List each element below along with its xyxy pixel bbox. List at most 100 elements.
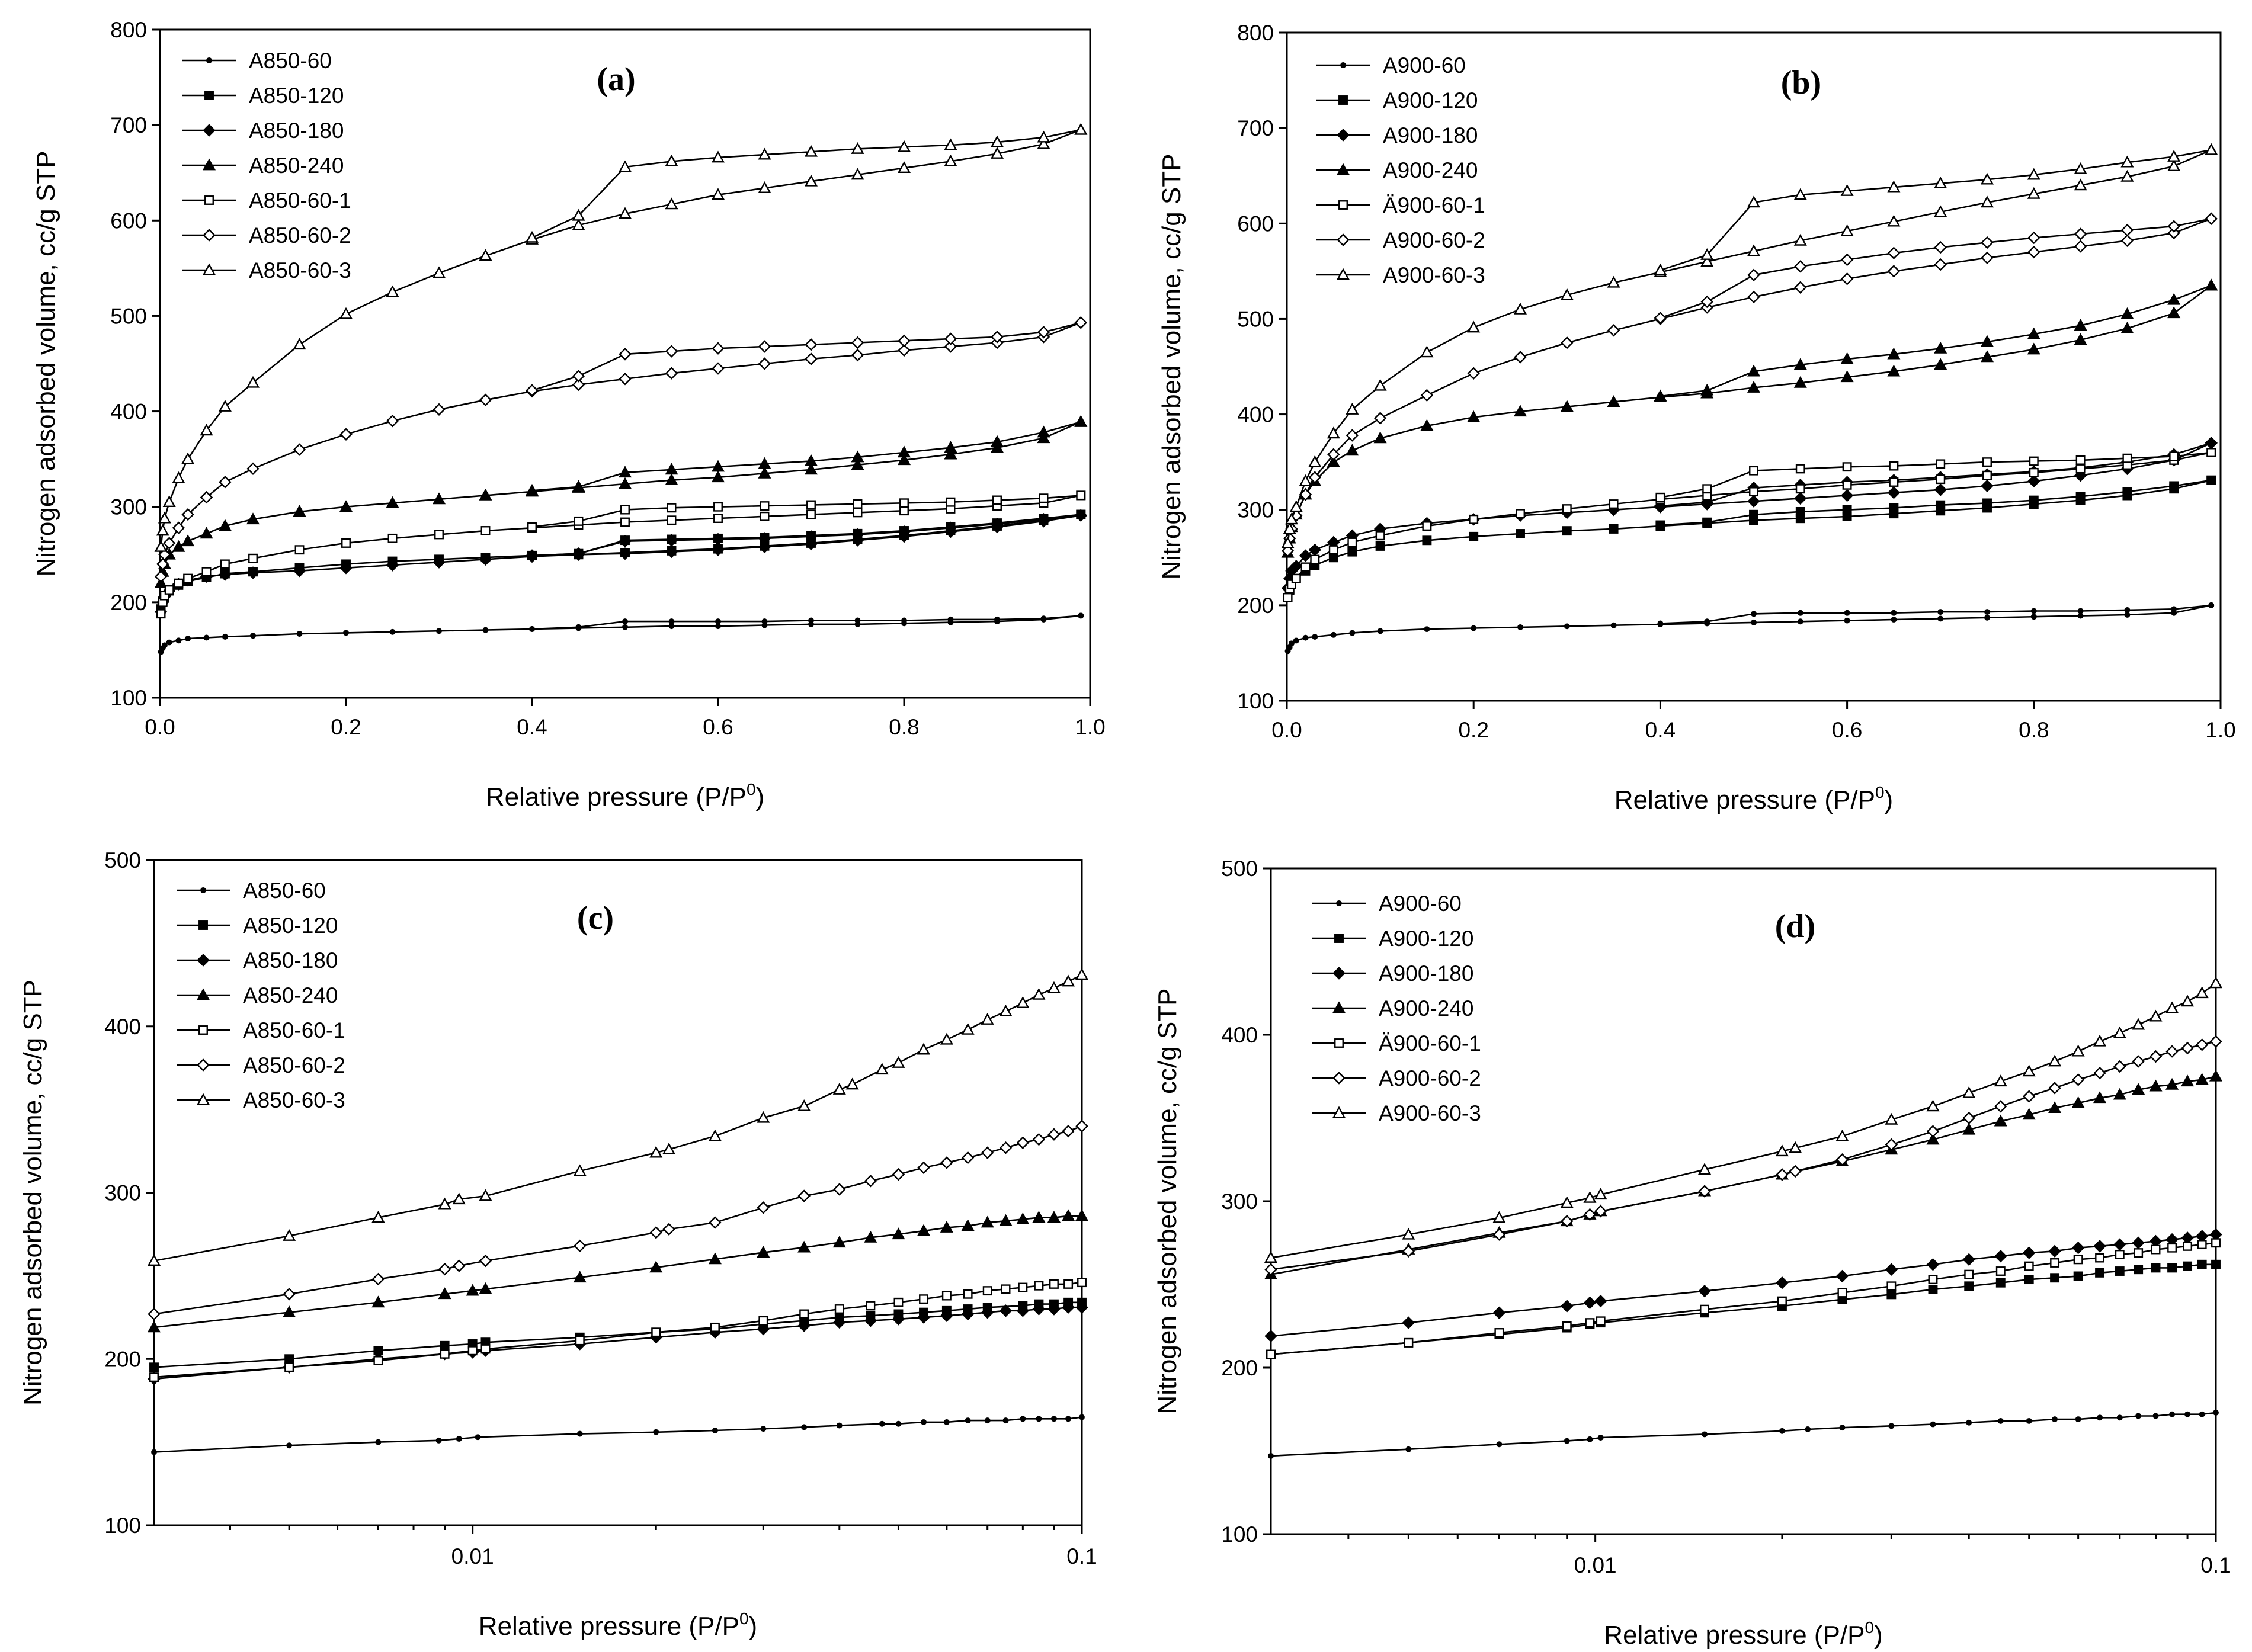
data-point <box>1747 290 1760 304</box>
data-point <box>2073 1255 2083 1265</box>
data-point <box>1079 1414 1085 1420</box>
data-point <box>711 188 725 200</box>
data-point <box>2171 606 2177 612</box>
data-point <box>851 458 864 470</box>
y-tick-label: 200 <box>1221 1356 1258 1380</box>
data-point <box>1934 358 1947 370</box>
x-axis-title: Relative pressure (P/P0) <box>479 1609 757 1641</box>
data-point <box>1840 224 1854 236</box>
data-point <box>2113 1026 2126 1038</box>
data-point <box>1789 1165 1802 1178</box>
data-point <box>479 553 492 566</box>
data-point <box>833 1316 846 1329</box>
data-point <box>283 1229 296 1241</box>
data-point <box>712 533 725 546</box>
data-point <box>2075 455 2086 465</box>
data-point <box>805 338 818 351</box>
data-point <box>2093 1091 2107 1104</box>
data-point <box>2029 495 2039 505</box>
data-point <box>1375 531 1385 541</box>
data-point <box>711 150 725 163</box>
data-point <box>2151 1244 2161 1255</box>
legend-label: Ä900-60-1 <box>1383 193 1485 217</box>
plot-frame <box>159 28 1091 699</box>
data-point <box>917 1224 931 1236</box>
data-point <box>203 634 210 641</box>
data-point <box>2027 474 2040 488</box>
panel-label: (a) <box>597 61 635 98</box>
data-point <box>2184 1411 2191 1417</box>
data-point <box>2122 487 2132 497</box>
data-point <box>2211 1259 2221 1269</box>
data-point <box>2167 226 2180 240</box>
data-point <box>854 617 861 624</box>
data-point <box>851 336 864 349</box>
data-point <box>758 532 771 545</box>
data-point <box>1926 1125 1940 1138</box>
data-point <box>453 1259 466 1272</box>
data-point <box>2205 212 2218 225</box>
data-point <box>479 393 492 406</box>
data-point <box>1585 1318 1595 1328</box>
series-A850-60-2 <box>148 1119 1088 1321</box>
data-point <box>665 473 678 485</box>
data-point <box>435 1437 442 1444</box>
data-point <box>452 1192 466 1205</box>
y-tick-label: 100 <box>110 686 147 710</box>
data-point <box>2071 1073 2085 1086</box>
data-point <box>2195 986 2209 999</box>
data-point <box>851 142 864 154</box>
legend-label: A850-60-2 <box>243 1053 345 1077</box>
x-tick-label: 0.0 <box>1271 718 1302 742</box>
data-point <box>1840 253 1854 267</box>
legend-marker <box>203 124 216 137</box>
data-point <box>2075 464 2086 474</box>
data-point <box>181 508 194 521</box>
data-point <box>172 521 185 534</box>
data-point <box>2165 1045 2179 1058</box>
data-point <box>1698 1163 1712 1175</box>
data-point <box>1561 336 1574 349</box>
data-point <box>1888 1423 1895 1429</box>
data-point <box>1842 462 1852 472</box>
data-point <box>1075 1209 1089 1221</box>
data-point <box>1050 1416 1057 1422</box>
data-point <box>2048 1244 2061 1258</box>
panel-label: (b) <box>1781 65 1821 101</box>
data-point <box>2097 1414 2103 1421</box>
data-point <box>805 537 818 551</box>
data-point <box>1075 968 1089 980</box>
data-point <box>1794 260 1807 273</box>
data-point <box>479 1282 492 1294</box>
data-point <box>917 1311 930 1324</box>
data-point <box>879 1420 885 1427</box>
data-point <box>1496 1441 1503 1448</box>
data-point <box>1837 1288 1847 1298</box>
legend-marker <box>198 1025 208 1035</box>
data-point <box>293 564 306 578</box>
data-point <box>619 547 632 560</box>
data-point <box>1561 1300 1574 1313</box>
data-point <box>246 462 260 475</box>
y-tick-label: 100 <box>1237 689 1274 713</box>
data-point <box>1805 1426 1811 1432</box>
data-point <box>2027 168 2040 180</box>
data-point <box>665 534 678 547</box>
data-point <box>944 332 957 345</box>
data-point <box>1373 378 1387 391</box>
data-point <box>1776 1276 1789 1289</box>
data-point <box>2050 1258 2060 1268</box>
legend-label: A850-240 <box>249 153 344 178</box>
data-point <box>668 618 675 625</box>
data-point <box>1962 1253 1975 1266</box>
data-point <box>1777 1296 1787 1306</box>
data-point <box>1793 188 1807 200</box>
data-point <box>898 525 911 538</box>
legend-label: Ä900-60-1 <box>1379 1031 1481 1056</box>
data-point <box>2027 327 2040 339</box>
data-point <box>1797 610 1803 616</box>
data-point <box>2149 1050 2163 1063</box>
data-point <box>293 443 306 456</box>
data-point <box>2165 1001 2179 1013</box>
legend-label: A850-240 <box>243 983 338 1008</box>
